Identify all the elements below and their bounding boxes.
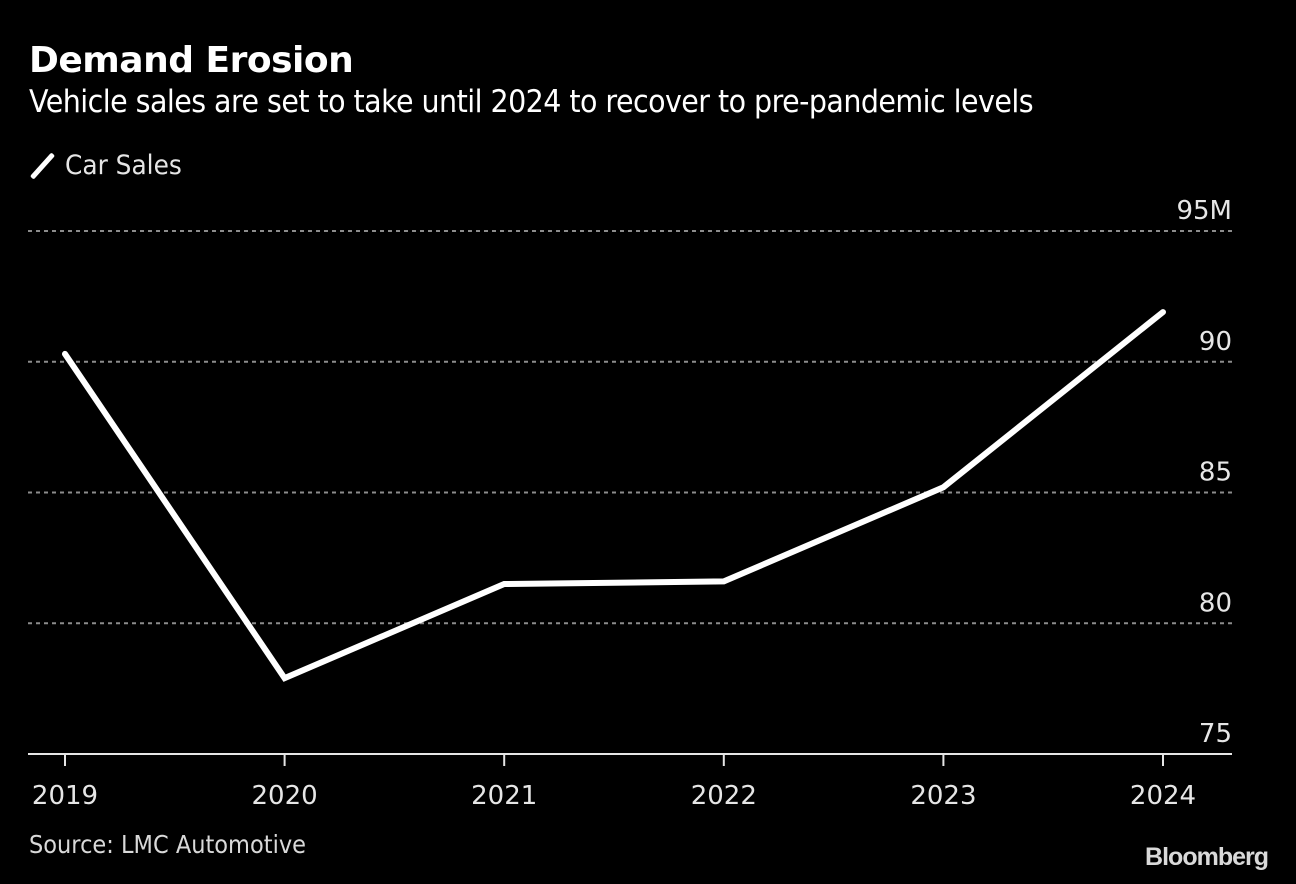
- legend-label: Car Sales: [65, 150, 182, 181]
- legend: Car Sales: [29, 150, 192, 181]
- y-tick-label: 80: [1199, 588, 1232, 618]
- x-tick-label: 2020: [252, 781, 318, 811]
- bloomberg-logo: Bloomberg: [1145, 843, 1269, 871]
- x-tick-label: 2024: [1130, 781, 1196, 811]
- y-tick-label: 95M: [1176, 196, 1232, 226]
- series-line-car-sales: [62, 309, 1166, 682]
- chart-title: Demand Erosion: [29, 40, 354, 81]
- chart-subtitle: Vehicle sales are set to take until 2024…: [29, 84, 1034, 120]
- y-tick-label: 90: [1199, 327, 1232, 357]
- y-tick-label: 75: [1199, 719, 1232, 749]
- x-tick-label: 2019: [32, 781, 98, 811]
- x-tick-label: 2021: [471, 781, 537, 811]
- x-tick-label: 2022: [691, 781, 757, 811]
- source-note: Source: LMC Automotive: [29, 830, 306, 859]
- x-tick-label: 2023: [910, 781, 976, 811]
- y-tick-label: 85: [1199, 458, 1232, 488]
